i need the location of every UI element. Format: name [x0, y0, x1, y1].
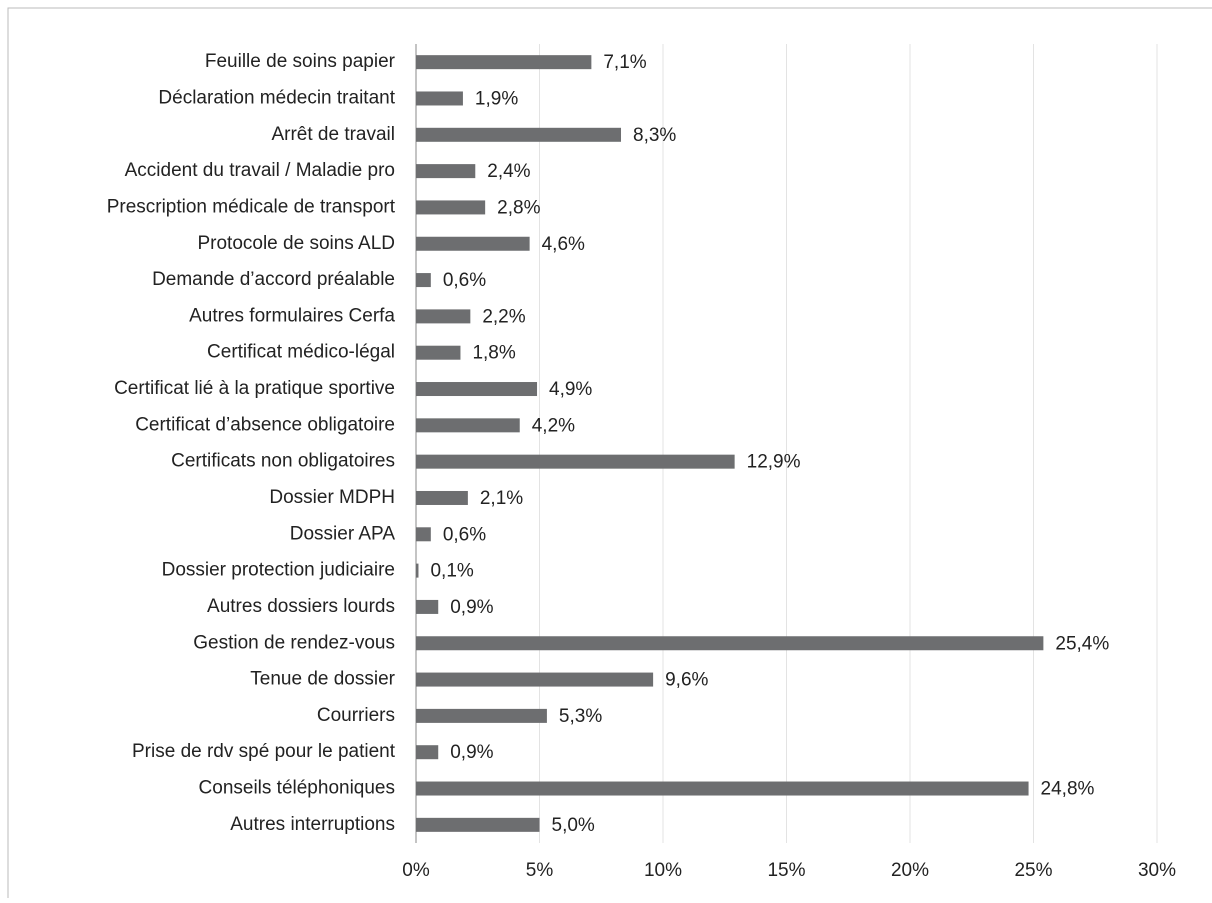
y-tick-label: Dossier MDPH: [269, 487, 395, 508]
bar: [416, 91, 463, 106]
y-tick-label: Autres formulaires Cerfa: [189, 305, 395, 326]
y-tick-label: Prescription médicale de transport: [107, 196, 396, 217]
value-label: 12,9%: [747, 452, 801, 473]
value-label: 0,6%: [443, 270, 486, 291]
value-label: 5,0%: [552, 815, 595, 836]
value-label: 5,3%: [559, 706, 602, 727]
value-label: 24,8%: [1041, 779, 1095, 800]
value-label: 9,6%: [665, 670, 708, 691]
y-tick-label: Demande d’accord préalable: [152, 269, 395, 290]
value-label: 1,9%: [475, 88, 518, 109]
y-tick-label: Certificat lié à la pratique sportive: [114, 378, 395, 399]
y-tick-label: Arrêt de travail: [271, 124, 395, 145]
bar: [416, 817, 540, 832]
x-tick-label: 25%: [1014, 860, 1052, 881]
value-label: 7,1%: [603, 52, 646, 73]
x-tick-label: 10%: [644, 860, 682, 881]
bar: [416, 636, 1044, 651]
x-tick-label: 30%: [1138, 860, 1176, 881]
value-label: 4,2%: [532, 415, 575, 436]
x-tick-label: 15%: [767, 860, 805, 881]
bar: [416, 708, 547, 723]
value-label: 0,9%: [450, 742, 493, 763]
y-tick-label: Courriers: [317, 705, 395, 726]
value-label: 0,1%: [430, 561, 473, 582]
bar: [416, 127, 622, 142]
value-label: 1,8%: [472, 343, 515, 364]
bar: [416, 418, 520, 433]
bar: [416, 164, 476, 179]
value-label: 0,9%: [450, 597, 493, 618]
bar: [416, 454, 735, 469]
value-label: 2,8%: [497, 197, 540, 218]
y-tick-label: Accident du travail / Maladie pro: [125, 160, 395, 181]
value-label: 0,6%: [443, 524, 486, 545]
y-tick-label: Dossier protection judiciaire: [162, 560, 395, 581]
chart-border: [7, 7, 1212, 903]
y-tick-label: Gestion de rendez-vous: [193, 632, 395, 653]
bar: [416, 382, 538, 397]
y-tick-label: Prise de rdv spé pour le patient: [132, 741, 396, 762]
x-tick-label: 20%: [891, 860, 929, 881]
value-label: 8,3%: [633, 125, 676, 146]
bar: [416, 781, 1029, 796]
x-tick-label: 5%: [526, 860, 554, 881]
value-label: 2,4%: [487, 161, 530, 182]
value-label: 25,4%: [1055, 633, 1109, 654]
bar: [416, 599, 439, 614]
bar: [416, 672, 654, 687]
bar: [416, 200, 486, 215]
value-label: 2,1%: [480, 488, 523, 509]
value-label: 2,2%: [482, 306, 525, 327]
y-tick-label: Certificats non obligatoires: [171, 451, 395, 472]
value-label: 4,9%: [549, 379, 592, 400]
y-tick-label: Feuille de soins papier: [205, 51, 396, 72]
y-tick-label: Autres dossiers lourds: [207, 596, 395, 617]
bar: [416, 490, 468, 505]
bar: [416, 55, 592, 70]
y-tick-label: Déclaration médecin traitant: [158, 87, 395, 108]
bar: [416, 345, 461, 360]
bar: [416, 273, 431, 288]
bar: [416, 236, 530, 251]
bar: [416, 745, 439, 760]
y-tick-label: Tenue de dossier: [250, 669, 395, 690]
y-tick-label: Autres interruptions: [230, 814, 395, 835]
y-tick-label: Dossier APA: [290, 523, 396, 544]
y-tick-label: Conseils téléphoniques: [199, 778, 395, 799]
bar: [416, 563, 419, 578]
x-tick-label: 0%: [402, 860, 430, 881]
y-tick-label: Protocole de soins ALD: [197, 233, 395, 254]
y-tick-label: Certificat médico-légal: [207, 342, 395, 363]
value-label: 4,6%: [542, 234, 585, 255]
bar: [416, 527, 431, 542]
y-tick-label: Certificat d’absence obligatoire: [135, 414, 395, 435]
bar: [416, 309, 471, 324]
